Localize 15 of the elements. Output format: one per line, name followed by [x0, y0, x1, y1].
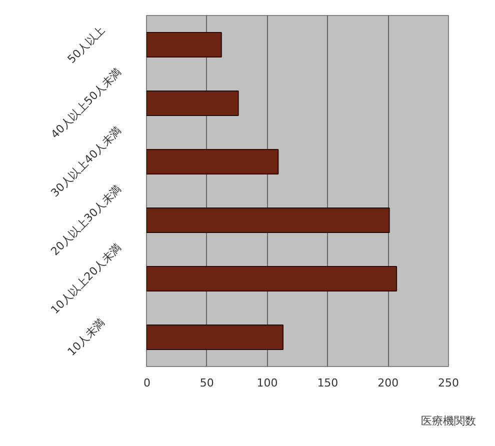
x-tick-label: 0: [144, 376, 150, 390]
x-tick-label: 50: [200, 376, 214, 390]
bar: [146, 266, 398, 292]
bar: [146, 148, 279, 175]
x-axis-title: 医療機関数: [421, 414, 476, 428]
x-tick-label: 250: [438, 376, 459, 390]
x-tick-label: 150: [317, 376, 338, 390]
y-tick-label: 10人未満: [65, 316, 108, 358]
bar: [146, 207, 390, 234]
bar: [146, 32, 222, 58]
x-tick-label: 200: [378, 376, 399, 390]
y-tick-label: 50人以上: [65, 24, 108, 66]
bar: [146, 90, 239, 116]
bar: [146, 324, 284, 350]
x-tick-label: 100: [256, 376, 278, 390]
